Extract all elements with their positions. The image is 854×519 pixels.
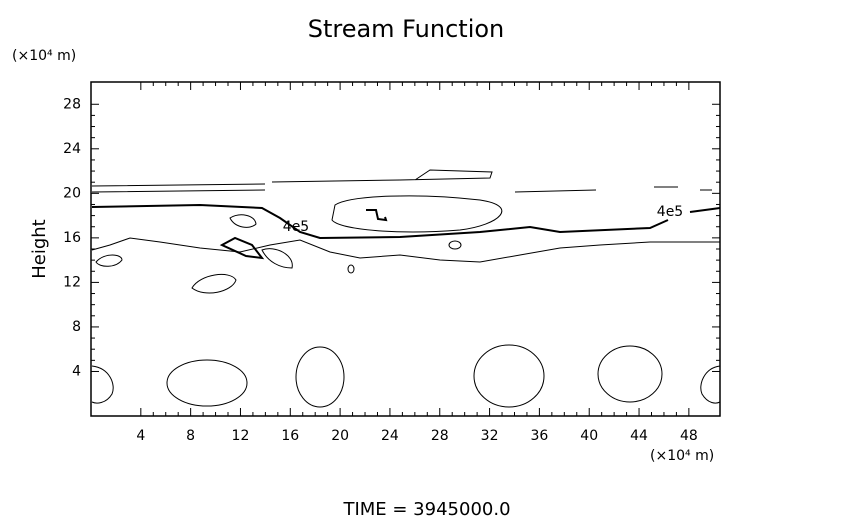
contour-line xyxy=(597,345,663,403)
contour-line xyxy=(261,248,293,269)
x-tick-label: 24 xyxy=(381,428,399,444)
x-tick-label: 32 xyxy=(481,428,499,444)
contour-line xyxy=(95,254,123,267)
chart-title: Stream Function xyxy=(308,15,505,43)
x-tick-label: 8 xyxy=(186,428,195,444)
contour-line xyxy=(229,214,257,228)
x-unit: (×10⁴ m) xyxy=(650,448,714,464)
y-unit: (×10⁴ m) xyxy=(12,48,76,64)
y-tick-label: 12 xyxy=(63,274,81,290)
y-tick-label: 28 xyxy=(63,96,81,112)
contour-label: 4e5 xyxy=(283,219,309,235)
contour-line xyxy=(91,237,720,263)
y-tick-label: 16 xyxy=(63,230,81,246)
y-axis-label: Height xyxy=(29,219,50,279)
x-tick-label: 4 xyxy=(136,428,145,444)
contour-line xyxy=(295,346,345,408)
contour-line xyxy=(219,236,265,260)
x-tick-label: 36 xyxy=(530,428,548,444)
x-tick-label: 48 xyxy=(680,428,698,444)
contour-line xyxy=(191,273,237,294)
footer: TIME = 3945000.0 xyxy=(342,499,510,519)
contour-line xyxy=(91,203,721,240)
x-tick-label: 20 xyxy=(331,428,349,444)
contour-label: 4e5 xyxy=(657,204,683,220)
contour-line xyxy=(700,365,721,404)
x-tick-label: 40 xyxy=(580,428,598,444)
contour-line xyxy=(448,240,462,250)
y-tick-label: 20 xyxy=(63,185,81,201)
contour-line xyxy=(91,169,712,193)
contour-line xyxy=(366,209,388,222)
x-tick-label: 44 xyxy=(630,428,648,444)
plot-frame xyxy=(90,81,721,417)
contour-line xyxy=(473,344,545,408)
contours xyxy=(91,169,721,408)
y-tick-label: 4 xyxy=(72,363,81,379)
x-tick-label: 16 xyxy=(281,428,299,444)
x-tick-label: 12 xyxy=(232,428,250,444)
y-tick-label: 8 xyxy=(72,319,81,335)
contour-line xyxy=(166,359,248,407)
contour-line xyxy=(91,365,114,404)
contour-line xyxy=(331,195,503,233)
x-tick-label: 28 xyxy=(431,428,449,444)
contour-line xyxy=(347,264,355,274)
y-tick-label: 24 xyxy=(63,141,81,157)
